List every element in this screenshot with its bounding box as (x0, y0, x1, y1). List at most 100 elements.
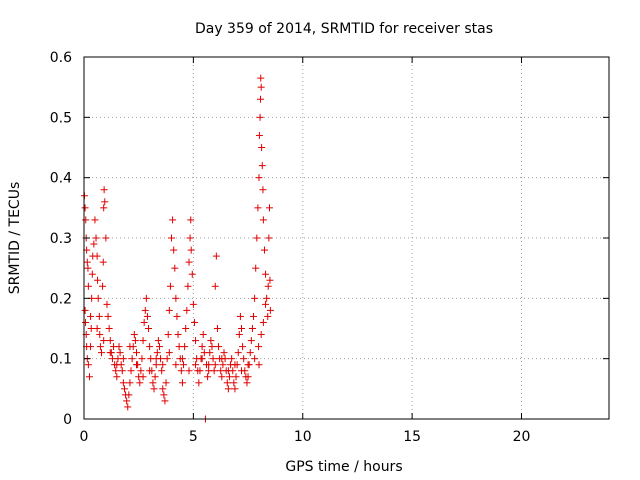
data-point (246, 349, 254, 357)
y-tick-label: 0.1 (50, 352, 72, 368)
data-point (143, 312, 151, 320)
data-point (136, 379, 144, 387)
data-point (238, 367, 245, 375)
data-point (130, 331, 138, 339)
data-point (99, 258, 107, 266)
data-point (185, 367, 193, 375)
data-point (259, 216, 267, 224)
data-point (258, 162, 266, 170)
x-axis-label: GPS time / hours (285, 459, 402, 475)
data-point (87, 312, 95, 320)
data-point (247, 337, 255, 345)
data-point (93, 325, 101, 332)
data-point (212, 252, 220, 260)
data-point (119, 355, 127, 363)
x-tick-label: 5 (189, 429, 198, 445)
data-point (171, 264, 179, 272)
data-point (119, 379, 127, 387)
data-point (266, 306, 274, 314)
data-point (133, 349, 140, 357)
data-point (124, 403, 132, 411)
data-point (106, 337, 114, 345)
data-point (256, 113, 264, 121)
y-tick-label: 0.5 (50, 110, 72, 126)
data-point (223, 379, 231, 387)
data-point (150, 385, 158, 393)
data-point (255, 174, 263, 182)
x-tick-label: 15 (403, 429, 421, 445)
x-tick-label: 0 (80, 429, 89, 445)
data-point (215, 343, 223, 351)
y-axis-label: SRMTID / TECUs (7, 182, 23, 295)
y-tick-labels: 0 0.1 0.2 0.3 0.4 0.5 0.6 (50, 50, 72, 428)
data-point (113, 373, 121, 381)
data-point (165, 349, 173, 357)
data-point (224, 385, 232, 393)
data-point (178, 379, 186, 387)
data-point (211, 282, 219, 290)
data-point (262, 270, 270, 278)
data-point (112, 367, 120, 375)
data-point (257, 331, 265, 339)
data-point (151, 373, 159, 381)
data-point (96, 331, 104, 339)
y-tick-label: 0.4 (50, 171, 72, 187)
data-point (137, 367, 145, 375)
data-point (228, 355, 236, 363)
data-point (250, 312, 258, 320)
data-point (94, 276, 102, 284)
data-point (218, 355, 226, 363)
data-point (90, 240, 98, 248)
data-point (255, 361, 263, 369)
data-point (195, 379, 203, 387)
data-point (113, 361, 121, 369)
data-point (115, 343, 123, 351)
data-point (235, 331, 243, 339)
data-point (224, 367, 232, 375)
data-point (164, 331, 172, 339)
data-point (243, 379, 251, 387)
data-point (84, 361, 92, 369)
data-point (219, 361, 227, 369)
data-point (95, 312, 103, 320)
data-point (165, 306, 173, 314)
data-point (82, 216, 90, 224)
data-point (123, 397, 131, 405)
data-point (188, 270, 196, 278)
data-point (174, 331, 182, 339)
data-point (252, 264, 260, 272)
data-point (206, 349, 214, 357)
data-point (172, 294, 180, 302)
data-point (169, 216, 177, 224)
data-point (238, 325, 245, 332)
data-point (128, 355, 136, 363)
data-point (96, 343, 104, 351)
data-point (177, 367, 185, 375)
data-point (257, 74, 265, 82)
y-tick-label: 0.2 (50, 291, 72, 307)
axis-ticks (83, 56, 609, 420)
data-point (141, 306, 149, 314)
data-point (178, 355, 186, 363)
data-point (104, 312, 112, 320)
data-point (82, 318, 90, 326)
data-point (159, 361, 167, 369)
data-point (264, 312, 272, 320)
data-point (154, 337, 162, 345)
data-point (199, 331, 207, 339)
data-point (205, 367, 213, 375)
data-point (255, 131, 263, 139)
data-point (152, 355, 160, 363)
data-point (83, 258, 91, 266)
data-point (98, 349, 105, 357)
data-point (251, 294, 259, 302)
data-point (146, 343, 154, 351)
data-point (239, 343, 247, 351)
data-point (160, 391, 168, 399)
data-point (92, 234, 100, 242)
data-point (257, 95, 265, 103)
data-point (91, 216, 99, 224)
data-point (140, 318, 148, 326)
data-point (153, 349, 161, 357)
data-point (231, 361, 239, 369)
